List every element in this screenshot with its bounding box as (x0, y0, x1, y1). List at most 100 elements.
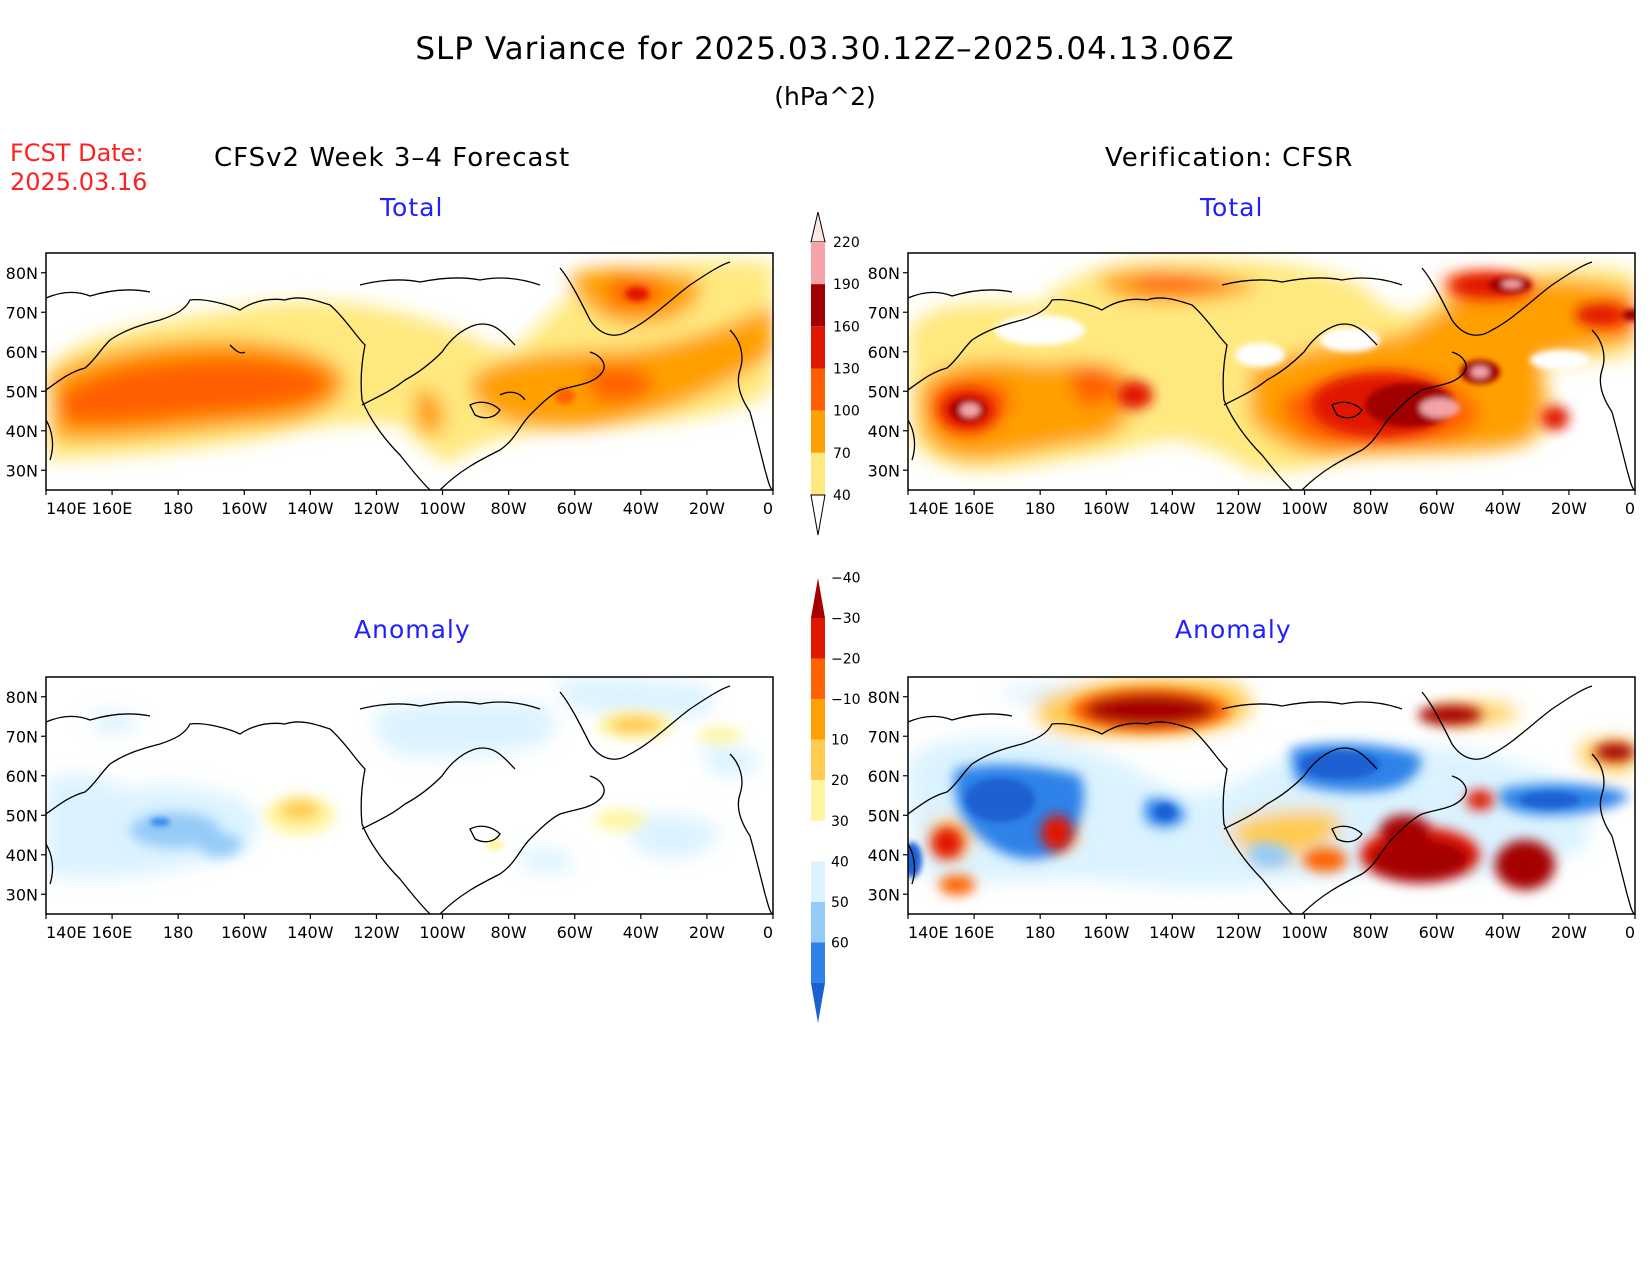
p1-lon-label: 80W (491, 499, 527, 518)
colorbar-anomaly-label: −40 (831, 570, 861, 586)
p2-lon-label: 160E (954, 499, 995, 518)
p2-lon-label: 180 (1025, 499, 1056, 518)
p3-lat-label: 30N (6, 885, 38, 904)
p4-lat-label: 40N (868, 846, 900, 865)
colorbar-anomaly-top-triangle (811, 578, 825, 618)
p4-lon-label: 40W (1485, 923, 1521, 942)
p1-lat-label: 70N (6, 303, 38, 322)
p2-lon-label: 60W (1419, 499, 1455, 518)
colorbar-anomaly-label: −30 (831, 611, 861, 627)
colorbar-total-box (811, 326, 825, 369)
p2-lon-label: 100W (1281, 499, 1328, 518)
colorbar-anomaly-box (811, 699, 825, 740)
p4-lat-label: 80N (868, 688, 900, 707)
colorbar-total-label: 190 (833, 277, 860, 293)
forecast-total-map (46, 260, 773, 490)
forecast-anomaly-map (46, 677, 773, 914)
verification-anomaly-map (908, 678, 1635, 914)
colorbar-total: 40 70 100 130 160 190 220 (810, 211, 860, 536)
p3-lon-label: 0 (763, 923, 773, 942)
p1-lon-label: 60W (557, 499, 593, 518)
forecast-column-header: CFSv2 Week 3–4 Forecast (214, 143, 571, 173)
colorbar-anomaly-box (811, 901, 825, 943)
p1-lat-label: 80N (6, 264, 38, 283)
p2-lat-label: 80N (868, 264, 900, 283)
p3-lon-label: 40W (623, 923, 659, 942)
forecast-total-coastlines (46, 261, 773, 490)
p1-lat-label: 60N (6, 343, 38, 362)
p2-lat-label: 70N (868, 303, 900, 322)
p4-lon-label: 0 (1625, 923, 1635, 942)
p4-lon-label: 140W (1149, 923, 1196, 942)
p1-lon-label: 160E (92, 499, 133, 518)
colorbar-anomaly-label: −10 (831, 692, 861, 708)
p3-lon-label: 120W (353, 923, 400, 942)
forecast-anomaly-coastlines (46, 685, 773, 914)
p3-lon-label: 140W (287, 923, 334, 942)
forecast-anomaly-title: Anomaly (354, 615, 471, 644)
colorbar-total-label: 130 (833, 362, 860, 378)
colorbar-anomaly-box (811, 820, 825, 862)
p4-lon-label: 80W (1353, 923, 1389, 942)
p3-lon-label: 80W (491, 923, 527, 942)
p2-lat-label: 50N (868, 382, 900, 401)
colorbar-anomaly-label: 10 (831, 733, 849, 749)
p4-lon-label: 100W (1281, 923, 1328, 942)
colorbar-anomaly-bottom-triangle (811, 983, 825, 1023)
fcst-date-label: FCST Date: (10, 139, 144, 167)
figure-units: (hPa^2) (774, 82, 876, 111)
map-axis-labels: 140E 160E 180 160W 140W 120W 100W 80W 60W 40W 20W 0… (6, 264, 1636, 942)
forecast-anomaly-shading (46, 677, 760, 879)
colorbar-anomaly-label: −20 (831, 652, 861, 668)
colorbar-total-label: 70 (833, 446, 851, 462)
p1-lon-label: 140E (46, 499, 87, 518)
p4-lat-label: 50N (868, 806, 900, 825)
p2-lat-label: 60N (868, 343, 900, 362)
verification-total-title: Total (1200, 193, 1264, 222)
colorbar-anomaly-box (811, 780, 825, 821)
verification-column-header: Verification: CFSR (1105, 143, 1354, 173)
p3-lat-label: 80N (6, 688, 38, 707)
p3-lon-label: 60W (557, 923, 593, 942)
colorbar-anomaly-label: 30 (831, 814, 849, 830)
colorbar-anomaly-box (811, 739, 825, 781)
p2-lon-label: 80W (1353, 499, 1389, 518)
p3-lon-label: 180 (163, 923, 194, 942)
colorbar-total-box (811, 242, 825, 285)
forecast-total-frame (45, 252, 774, 491)
colorbar-anomaly-label: 50 (831, 895, 849, 911)
p2-lon-label: 160W (1083, 499, 1130, 518)
verification-total-coastlines (908, 261, 1635, 490)
colorbar-total-label: 40 (833, 488, 851, 504)
panel-frames (45, 252, 1636, 915)
colorbar-anomaly-label: 20 (831, 773, 849, 789)
p1-lon-label: 100W (419, 499, 466, 518)
p1-lon-label: 120W (353, 499, 400, 518)
p1-lon-label: 140W (287, 499, 334, 518)
p2-lat-label: 40N (868, 422, 900, 441)
colorbar-anomaly-box (811, 861, 825, 902)
p3-lon-label: 160W (221, 923, 268, 942)
p2-lon-label: 140E (908, 499, 949, 518)
colorbar-total-box (811, 284, 825, 327)
colorbar-anomaly-label: 40 (831, 854, 849, 870)
p3-lon-label: 140E (46, 923, 87, 942)
fcst-date-value: 2025.03.16 (10, 168, 148, 196)
p1-lat-label: 30N (6, 461, 38, 480)
colorbar-anomaly-box (811, 618, 825, 659)
p4-lat-label: 30N (868, 885, 900, 904)
p4-lat-label: 60N (868, 767, 900, 786)
p3-lat-label: 40N (6, 846, 38, 865)
colorbar-total-label: 220 (833, 235, 860, 251)
forecast-total-shading (46, 260, 773, 462)
p4-lon-label: 120W (1215, 923, 1262, 942)
p4-lon-label: 160W (1083, 923, 1130, 942)
p2-lat-label: 30N (868, 461, 900, 480)
colorbar-anomaly-label: 60 (831, 935, 849, 951)
p2-lon-label: 20W (1551, 499, 1587, 518)
p1-lat-label: 40N (6, 422, 38, 441)
colorbar-total-label: 100 (833, 404, 860, 420)
p4-lon-label: 20W (1551, 923, 1587, 942)
p3-lat-label: 60N (6, 767, 38, 786)
colorbar-anomaly-box (811, 942, 825, 983)
